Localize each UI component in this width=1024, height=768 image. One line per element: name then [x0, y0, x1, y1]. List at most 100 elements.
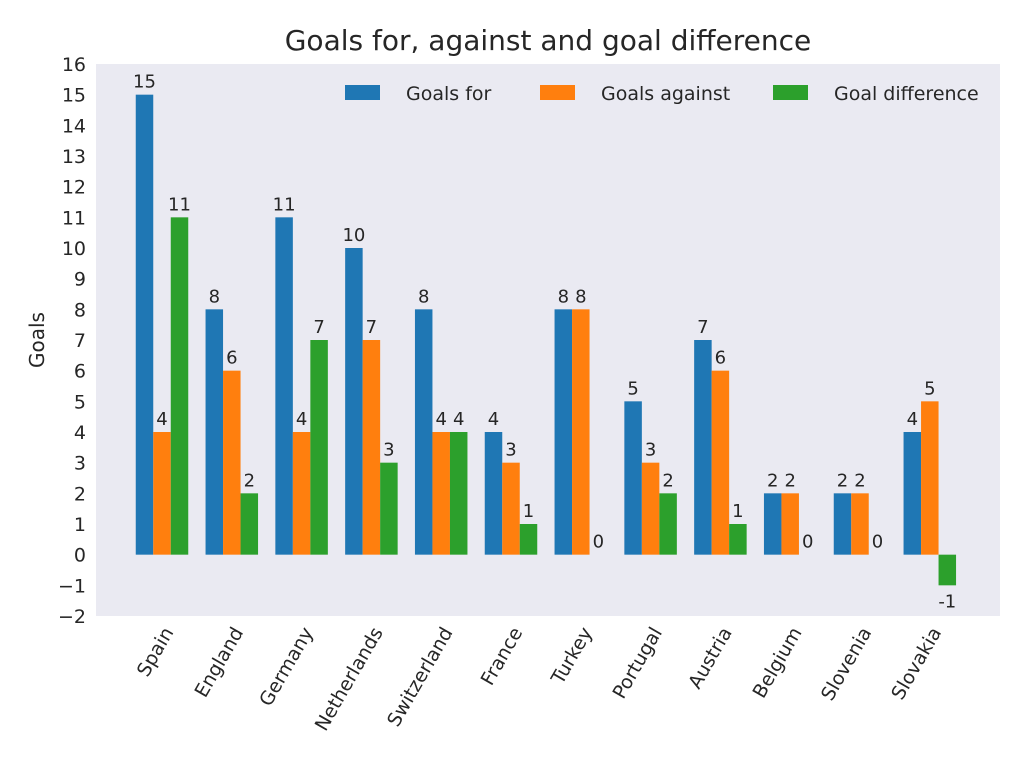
- bar-goal-difference: [240, 493, 259, 555]
- bar-goals-against: [572, 309, 590, 555]
- data-label: 8: [418, 286, 429, 307]
- bar-goals-against: [921, 401, 939, 555]
- data-label: -1: [938, 591, 956, 612]
- bar-goals-for: [833, 493, 852, 555]
- data-label: 6: [226, 348, 237, 369]
- bar-goals-against: [292, 432, 311, 555]
- x-tick-label: Austria: [684, 624, 737, 693]
- data-label: 2: [784, 470, 795, 491]
- x-tick-label: Spain: [133, 624, 179, 681]
- bar-goal-difference: [170, 217, 189, 555]
- y-tick-label: 14: [62, 115, 86, 137]
- bar-goals-for: [345, 248, 363, 555]
- bar-goals-against: [781, 493, 799, 555]
- x-tick-label: Germany: [255, 624, 318, 711]
- x-tick-label: Turkey: [547, 624, 597, 689]
- y-tick-label: 3: [74, 453, 86, 475]
- x-tick-label: England: [191, 624, 249, 702]
- x-tick-label: Portugal: [609, 624, 667, 703]
- bar-goals-for: [554, 309, 573, 555]
- y-tick-label: 0: [74, 545, 86, 567]
- legend: Goals for Goals against Goal difference: [345, 83, 979, 105]
- data-label: 4: [488, 409, 499, 430]
- bar-goal-difference: [519, 524, 538, 555]
- data-label: 2: [662, 470, 673, 491]
- chart-title: Goals for, against and goal difference: [285, 24, 812, 57]
- data-label: 7: [366, 317, 377, 338]
- legend-swatch: [345, 85, 380, 100]
- data-label: 4: [296, 409, 307, 430]
- data-label: 4: [907, 409, 918, 430]
- y-tick-label: 11: [62, 207, 86, 229]
- x-tick-label: Belgium: [749, 624, 807, 702]
- y-tick-label: 4: [74, 422, 86, 444]
- data-label: 8: [209, 286, 220, 307]
- bar-goals-against: [223, 370, 241, 555]
- bar-goals-against: [432, 432, 450, 555]
- x-tick-label: Slovenia: [817, 624, 876, 705]
- data-label: 4: [453, 409, 464, 430]
- data-label: 4: [156, 409, 167, 430]
- data-label: 11: [168, 194, 191, 215]
- data-label: 1: [732, 501, 743, 522]
- bar-goals-for: [275, 217, 293, 555]
- data-label: 8: [558, 286, 569, 307]
- bar-goals-against: [851, 493, 869, 555]
- data-label: 2: [854, 470, 865, 491]
- legend-item: Goal difference: [773, 83, 979, 105]
- legend-item: Goals against: [540, 83, 730, 105]
- bar-goals-for: [484, 432, 503, 555]
- data-label: 0: [593, 532, 604, 553]
- y-tick-label: 15: [62, 85, 86, 107]
- bar-goals-for: [763, 493, 782, 555]
- data-label: 15: [133, 72, 156, 93]
- x-tick-label: France: [477, 624, 528, 690]
- x-axis-ticks: Spain England GermanyNetherlandsSwitzerlan…: [133, 624, 946, 735]
- data-label: 3: [505, 440, 516, 461]
- bar-goal-difference: [729, 524, 747, 555]
- data-label: 2: [837, 470, 848, 491]
- y-tick-label: 12: [62, 177, 86, 199]
- x-tick-label: Switzerland: [383, 624, 457, 731]
- data-label: 11: [273, 194, 296, 215]
- legend-swatch: [773, 85, 808, 100]
- bar-goals-against: [362, 340, 381, 555]
- bar-goals-for: [624, 401, 642, 555]
- data-label: 0: [802, 532, 813, 553]
- y-tick-label: 7: [74, 330, 86, 352]
- bar-goals-for: [414, 309, 433, 555]
- bar-goals-for: [135, 94, 154, 555]
- bars: [135, 94, 957, 586]
- y-tick-label: 5: [74, 391, 86, 413]
- data-label: 7: [313, 317, 324, 338]
- bar-goals-against: [153, 432, 171, 555]
- y-tick-label: −2: [58, 606, 86, 628]
- data-label: 10: [342, 225, 365, 246]
- data-label: 5: [627, 378, 638, 399]
- data-label: 7: [697, 317, 708, 338]
- data-label: 6: [715, 348, 726, 369]
- bar-goal-difference: [938, 554, 957, 586]
- y-tick-label: 1: [74, 514, 86, 536]
- bar-goal-difference: [449, 432, 468, 555]
- data-label: 3: [383, 440, 394, 461]
- legend-swatch: [540, 85, 575, 100]
- y-tick-label: 8: [74, 299, 86, 321]
- y-tick-label: 9: [74, 269, 86, 291]
- bar-goal-difference: [659, 493, 677, 555]
- y-tick-label: 13: [62, 146, 86, 168]
- bar-goals-for: [694, 340, 712, 555]
- legend-label: Goals for: [406, 83, 492, 105]
- y-tick-label: 2: [74, 483, 86, 505]
- data-label: 2: [244, 470, 255, 491]
- y-tick-label: −1: [58, 575, 86, 597]
- y-tick-label: 10: [62, 238, 86, 260]
- x-tick-label: Netherlands: [311, 624, 388, 735]
- data-label: 8: [575, 286, 586, 307]
- bar-goals-against: [502, 462, 520, 555]
- data-label: 5: [924, 378, 935, 399]
- data-label: 4: [435, 409, 446, 430]
